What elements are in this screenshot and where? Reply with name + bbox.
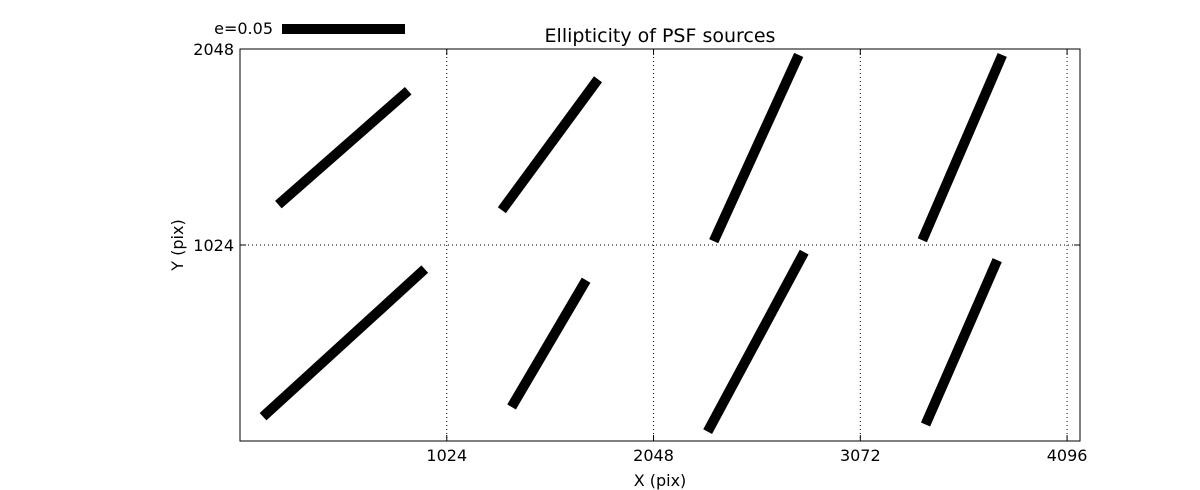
ellipticity-vector [275,86,412,209]
y-axis-label: Y (pix) [168,219,187,271]
ellipticity-vector [507,277,591,410]
chart-title: Ellipticity of PSF sources [545,25,776,47]
axis-ticks: 1024 2048 3072 4096 1024 2048 [193,40,1087,465]
ellipticity-vector [709,52,804,244]
x-tick-label: 3072 [840,446,881,465]
y-tick-label: 1024 [193,236,234,255]
x-axis-label: X (pix) [634,471,687,490]
legend-label: e=0.05 [214,19,273,38]
grid-lines [240,49,1080,441]
x-tick-label: 1024 [426,446,467,465]
ellipticity-vector [703,249,809,434]
ellipticity-vector [917,52,1007,243]
ellipticity-vector [259,265,429,421]
ellipticity-vector [497,76,603,214]
ellipticity-vector [920,258,1002,427]
x-tick-label: 4096 [1047,446,1088,465]
ellipticity-vectors [259,52,1007,434]
x-tick-label: 2048 [633,446,674,465]
y-tick-label: 2048 [193,40,234,59]
